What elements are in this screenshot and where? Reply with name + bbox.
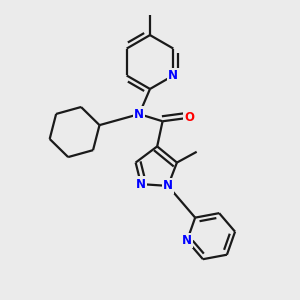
Text: N: N <box>182 234 192 247</box>
Text: N: N <box>134 108 144 121</box>
Text: N: N <box>136 178 146 190</box>
Text: N: N <box>168 69 178 82</box>
Text: O: O <box>184 111 194 124</box>
Text: N: N <box>163 179 173 192</box>
